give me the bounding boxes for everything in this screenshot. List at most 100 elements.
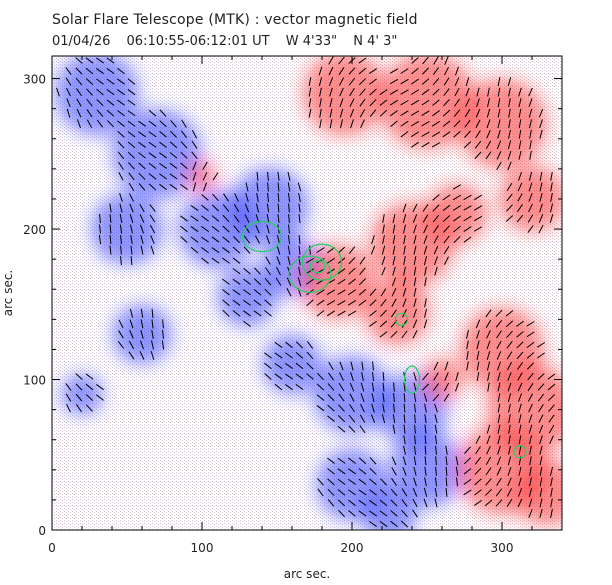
vector-611 bbox=[422, 214, 429, 223]
vector-271 bbox=[285, 384, 293, 391]
vector-571 bbox=[413, 287, 417, 297]
vector-42 bbox=[96, 57, 104, 64]
vector-731 bbox=[473, 205, 483, 211]
vector-802 bbox=[507, 382, 512, 392]
vector-838 bbox=[516, 341, 524, 349]
vector-163 bbox=[190, 236, 199, 243]
vector-111 bbox=[138, 162, 146, 170]
vector-645 bbox=[431, 131, 441, 137]
vector-542 bbox=[403, 235, 406, 245]
vector-612 bbox=[422, 204, 429, 212]
vector-129 bbox=[148, 152, 157, 159]
vector-692 bbox=[454, 87, 460, 97]
vector-803 bbox=[507, 372, 512, 381]
vector-295 bbox=[298, 266, 301, 276]
positive-polarity-region-4 bbox=[187, 161, 217, 192]
vector-535 bbox=[402, 309, 407, 318]
vector-664 bbox=[443, 235, 450, 244]
vector-56 bbox=[118, 330, 124, 339]
vector-500 bbox=[390, 330, 398, 338]
vector-335 bbox=[318, 66, 323, 76]
vector-794 bbox=[507, 466, 512, 476]
vector-549 bbox=[400, 99, 409, 106]
vector-119 bbox=[151, 319, 154, 329]
vector-510 bbox=[392, 224, 396, 234]
vector-643 bbox=[432, 194, 440, 201]
vector-717 bbox=[474, 489, 482, 496]
vector-904 bbox=[539, 192, 543, 202]
vector-712 bbox=[464, 109, 471, 118]
vector-719 bbox=[474, 467, 482, 475]
vector-810 bbox=[505, 215, 514, 222]
vector-508 bbox=[392, 245, 396, 255]
vector-139 bbox=[159, 162, 167, 169]
vector-641 bbox=[432, 214, 440, 223]
vector-583 bbox=[410, 110, 420, 116]
y-tick-label-200: 200 bbox=[23, 223, 46, 237]
vector-23 bbox=[85, 373, 94, 380]
vector-462 bbox=[369, 78, 377, 85]
y-axis-label: arc sec. bbox=[1, 270, 15, 316]
vector-402 bbox=[347, 299, 357, 306]
vector-238 bbox=[256, 171, 259, 181]
vector-208 bbox=[232, 246, 241, 254]
vector-862 bbox=[528, 414, 533, 424]
vector-274 bbox=[285, 352, 293, 359]
vector-809 bbox=[505, 310, 514, 317]
vector-710 bbox=[464, 130, 471, 138]
vector-373 bbox=[339, 361, 344, 371]
vector-790 bbox=[497, 77, 501, 87]
vector-152 bbox=[180, 236, 188, 243]
vector-512 bbox=[390, 120, 398, 127]
vector-108 bbox=[139, 203, 145, 213]
vector-91 bbox=[127, 151, 136, 159]
vector-843 bbox=[517, 193, 523, 202]
vector-885 bbox=[539, 508, 543, 518]
vector-365 bbox=[337, 468, 346, 475]
negative-polarity-region-9 bbox=[313, 355, 391, 434]
vector-651 bbox=[432, 67, 440, 75]
vector-104 bbox=[140, 245, 144, 255]
vector-239 bbox=[264, 373, 272, 380]
vector-258 bbox=[274, 352, 283, 359]
vector-813 bbox=[506, 182, 513, 191]
vector-819 bbox=[508, 108, 511, 118]
vector-9 bbox=[76, 404, 82, 413]
vector-608 bbox=[423, 245, 428, 255]
vector-316 bbox=[308, 77, 312, 87]
vector-312 bbox=[309, 245, 311, 255]
vector-604 bbox=[424, 298, 427, 308]
vector-580 bbox=[411, 141, 419, 148]
vector-821 bbox=[508, 87, 511, 97]
vector-491 bbox=[390, 488, 398, 497]
vector-180 bbox=[202, 182, 208, 192]
vector-338 bbox=[327, 478, 335, 486]
vector-360 bbox=[328, 56, 334, 65]
vector-332 bbox=[319, 98, 322, 108]
vector-605 bbox=[424, 277, 427, 287]
vector-172 bbox=[191, 130, 198, 139]
vector-49 bbox=[106, 109, 115, 117]
vector-499 bbox=[393, 382, 395, 392]
x-axis-label: arc sec. bbox=[284, 567, 330, 581]
vector-593 bbox=[424, 456, 427, 466]
vector-18 bbox=[75, 67, 83, 75]
vector-88 bbox=[128, 182, 135, 192]
vector-199 bbox=[222, 214, 230, 223]
vector-418 bbox=[358, 478, 367, 485]
vector-585 bbox=[410, 89, 420, 95]
vector-596 bbox=[424, 424, 427, 434]
vector-371 bbox=[338, 382, 345, 392]
vector-893 bbox=[538, 424, 544, 434]
vector-647 bbox=[432, 110, 440, 117]
vector-330 bbox=[319, 119, 322, 129]
vector-320 bbox=[316, 394, 325, 401]
vector-519 bbox=[401, 509, 408, 518]
vector-624 bbox=[434, 477, 438, 487]
vector-306 bbox=[306, 341, 314, 349]
vector-219 bbox=[243, 267, 251, 275]
vector-661 bbox=[444, 361, 449, 371]
vector-679 bbox=[455, 456, 459, 466]
vector-248 bbox=[266, 235, 270, 244]
vector-378 bbox=[337, 268, 346, 275]
